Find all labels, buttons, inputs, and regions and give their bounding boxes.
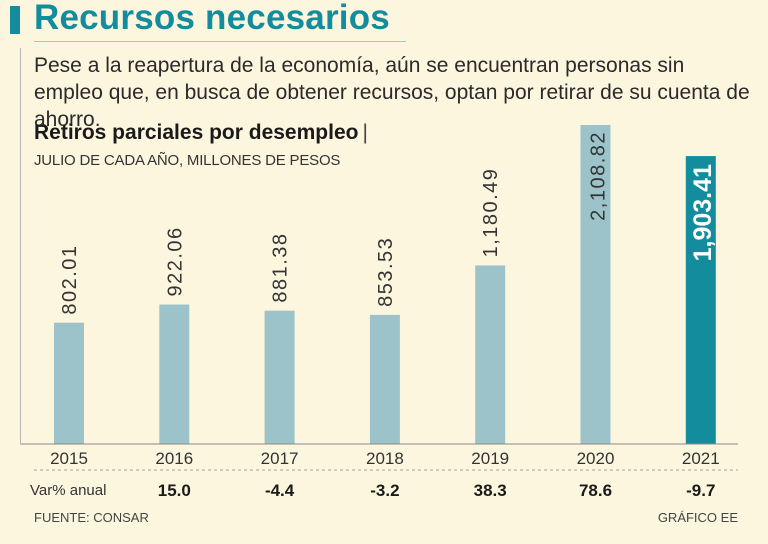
annual-change-2021: -9.7 <box>686 481 715 500</box>
chart-title: Retiros parciales por desempleo | <box>34 121 368 145</box>
x-tick-2019: 2019 <box>471 449 509 468</box>
chart-subtitle: JULIO DE CADA AÑO, MILLONES DE PESOS <box>34 152 341 169</box>
x-tick-2017: 2017 <box>261 449 299 468</box>
annual-change-2019: 38.3 <box>474 481 507 500</box>
annual-change-label: Var% anual <box>30 482 106 499</box>
bar-2015 <box>54 322 84 444</box>
annual-change-2016: 15.0 <box>158 481 191 500</box>
page-subtitle: Pese a la reapertura de la economía, aún… <box>34 54 750 131</box>
title-accent-bar <box>10 6 20 34</box>
value-label-2015: 802.01 <box>59 245 81 315</box>
bar-2021 <box>685 156 716 444</box>
value-label-2018: 853.53 <box>375 237 397 307</box>
value-label-2019: 1,180.49 <box>480 168 502 258</box>
credit-note: GRÁFICO EE <box>657 510 738 525</box>
source-note: FUENTE: CONSAR <box>34 510 149 525</box>
x-tick-2015: 2015 <box>50 449 88 468</box>
bar-2020 <box>580 125 611 444</box>
bar-2018 <box>369 314 400 444</box>
title-underline <box>34 41 406 42</box>
page-title: Recursos necesarios <box>34 0 390 37</box>
left-divider <box>20 48 21 443</box>
value-label-2021: 1,903.41 <box>689 164 717 261</box>
x-tick-2016: 2016 <box>155 449 193 468</box>
x-tick-2020: 2020 <box>577 449 615 468</box>
chart-title-separator: | <box>362 121 368 144</box>
x-tick-2018: 2018 <box>366 449 404 468</box>
bar-2019 <box>475 265 506 444</box>
value-label-2020: 2,108.82 <box>588 131 610 221</box>
chart-title-text: Retiros parciales por desempleo <box>34 121 359 144</box>
annual-change-2018: -3.2 <box>370 481 399 500</box>
annual-change-2017: -4.4 <box>265 481 295 500</box>
bar-2017 <box>264 310 295 444</box>
value-label-2016: 922.06 <box>164 226 186 296</box>
x-tick-2021: 2021 <box>682 449 720 468</box>
annual-change-2020: 78.6 <box>579 481 612 500</box>
value-label-2017: 881.38 <box>270 233 292 303</box>
bar-2016 <box>159 304 190 444</box>
